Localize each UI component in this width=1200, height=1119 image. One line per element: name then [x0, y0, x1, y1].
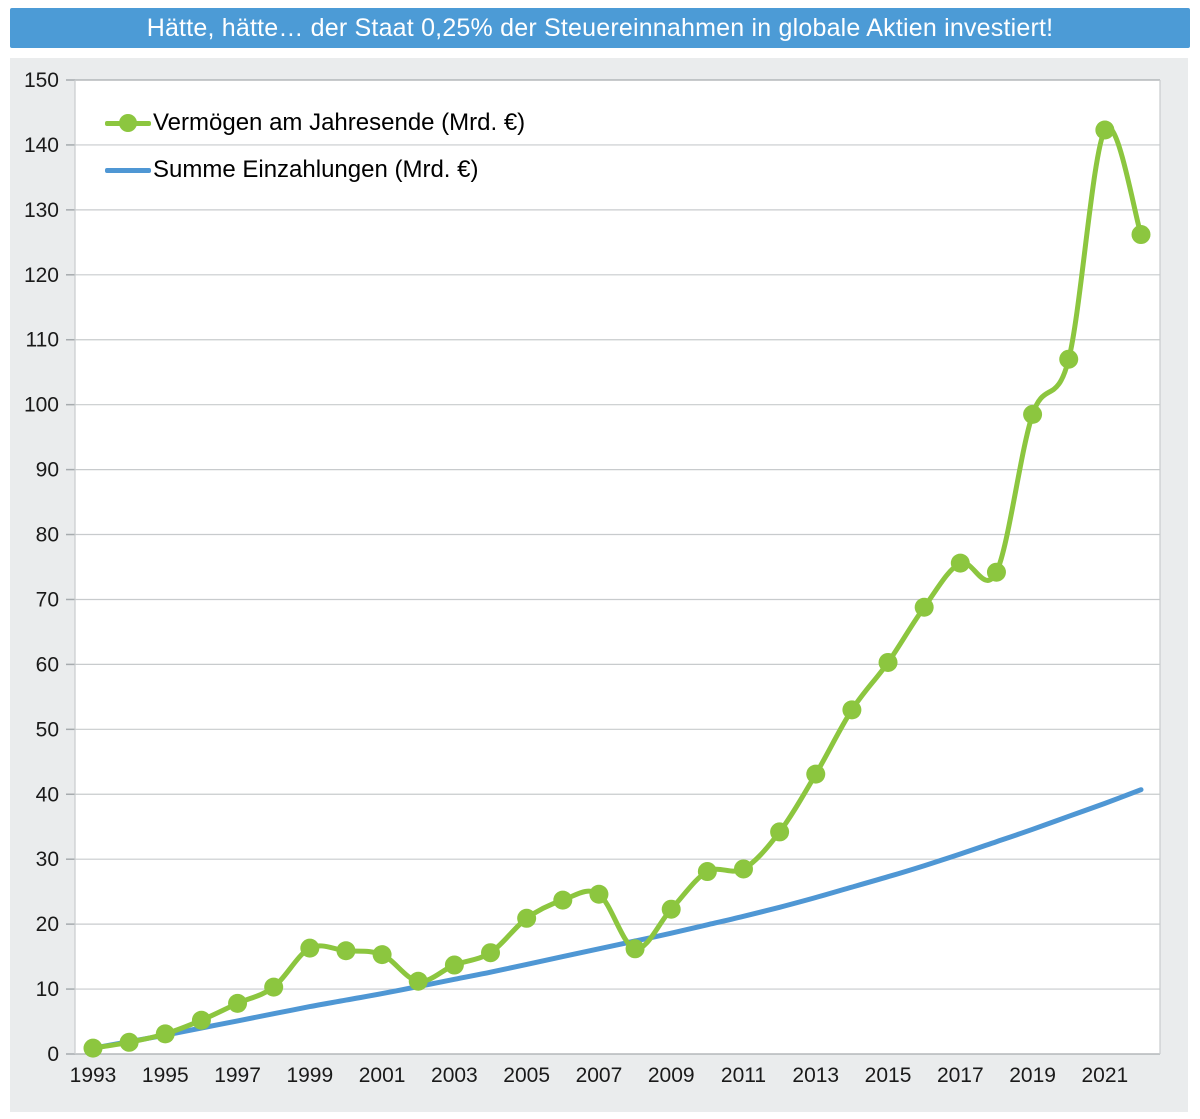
data-point-2012 — [770, 822, 790, 842]
data-point-2001 — [372, 945, 392, 965]
data-point-1996 — [191, 1010, 211, 1030]
y-tick-label-110: 110 — [26, 329, 59, 352]
data-point-2005 — [517, 908, 537, 928]
legend-swatch-line-icon — [105, 160, 151, 180]
y-tick-label-0: 0 — [47, 1043, 59, 1066]
data-point-1999 — [300, 938, 320, 958]
data-point-2019 — [1023, 404, 1043, 424]
data-point-2021 — [1095, 120, 1115, 140]
legend-item-einzahlungen: Summe Einzahlungen (Mrd. €) — [105, 153, 525, 187]
x-tick-label-2003: 2003 — [431, 1064, 478, 1087]
x-tick-label-2021: 2021 — [1082, 1064, 1129, 1087]
y-tick-label-150: 150 — [24, 69, 59, 92]
y-tick-label-20: 20 — [36, 913, 59, 936]
y-tick-label-10: 10 — [36, 978, 59, 1001]
data-point-2000 — [336, 941, 356, 961]
y-tick-label-90: 90 — [36, 459, 59, 482]
legend-swatch-line-marker-icon — [105, 113, 151, 133]
data-point-2009 — [661, 899, 681, 919]
data-point-1995 — [155, 1024, 175, 1044]
data-point-2006 — [553, 890, 573, 910]
data-point-2002 — [408, 971, 428, 991]
y-tick-label-120: 120 — [24, 264, 59, 287]
x-tick-label-2005: 2005 — [503, 1064, 550, 1087]
data-point-1994 — [119, 1032, 139, 1052]
plot-area — [75, 80, 1160, 1054]
y-tick-label-140: 140 — [24, 134, 59, 157]
data-point-2008 — [625, 939, 645, 959]
legend-item-vermoegen: Vermögen am Jahresende (Mrd. €) — [105, 106, 525, 140]
series-line-1 — [90, 787, 1144, 1051]
x-tick-label-2009: 2009 — [648, 1064, 695, 1087]
series-line-0 — [90, 124, 1144, 1051]
data-point-2020 — [1059, 349, 1079, 369]
x-tick-label-1999: 1999 — [286, 1064, 333, 1087]
data-point-2004 — [481, 943, 501, 963]
data-point-2018 — [986, 562, 1006, 582]
x-tick-label-2011: 2011 — [721, 1064, 766, 1087]
chart-legend: Vermögen am Jahresende (Mrd. €) Summe Ei… — [105, 106, 525, 187]
data-point-2013 — [806, 764, 826, 784]
y-tick-label-70: 70 — [36, 588, 59, 611]
x-tick-label-2015: 2015 — [865, 1064, 912, 1087]
x-tick-label-2017: 2017 — [937, 1064, 984, 1087]
y-tick-label-40: 40 — [36, 783, 59, 806]
data-point-1998 — [264, 977, 284, 997]
data-point-2016 — [914, 597, 934, 617]
legend-label-vermoegen: Vermögen am Jahresende (Mrd. €) — [153, 109, 526, 136]
data-point-1993 — [83, 1038, 103, 1058]
y-tick-label-130: 130 — [24, 199, 59, 222]
data-point-2017 — [950, 553, 970, 573]
chart-panel: 0 10 20 30 40 50 60 70 80 90 100 110 120 130 140 150 199… — [10, 58, 1188, 1112]
data-point-2011 — [733, 859, 753, 879]
x-tick-label-2001: 2001 — [359, 1064, 406, 1087]
x-tick-label-1995: 1995 — [142, 1064, 189, 1087]
x-tick-label-1993: 1993 — [70, 1064, 117, 1087]
data-point-2003 — [444, 955, 464, 975]
data-point-1997 — [228, 993, 248, 1013]
data-point-2022 — [1131, 225, 1151, 245]
legend-label-einzahlungen: Summe Einzahlungen (Mrd. €) — [153, 156, 479, 183]
y-tick-label-30: 30 — [36, 848, 59, 871]
x-tick-label-1997: 1997 — [214, 1064, 261, 1087]
data-point-2015 — [878, 652, 898, 672]
data-point-2007 — [589, 884, 609, 904]
y-tick-label-80: 80 — [36, 524, 59, 547]
chart-title-bar: Hätte, hätte… der Staat 0,25% der Steuer… — [10, 8, 1190, 48]
x-tick-label-2019: 2019 — [1009, 1064, 1056, 1087]
y-tick-label-100: 100 — [24, 394, 59, 417]
y-tick-label-60: 60 — [36, 653, 59, 676]
x-tick-label-2007: 2007 — [576, 1064, 623, 1087]
data-point-2014 — [842, 700, 862, 720]
chart-title: Hätte, hätte… der Staat 0,25% der Steuer… — [146, 13, 1054, 42]
y-tick-label-50: 50 — [36, 718, 59, 741]
x-tick-label-2013: 2013 — [792, 1064, 839, 1087]
data-point-2010 — [697, 862, 717, 882]
chart-canvas: 0 10 20 30 40 50 60 70 80 90 100 110 120 130 140 150 199… — [24, 69, 1161, 1087]
